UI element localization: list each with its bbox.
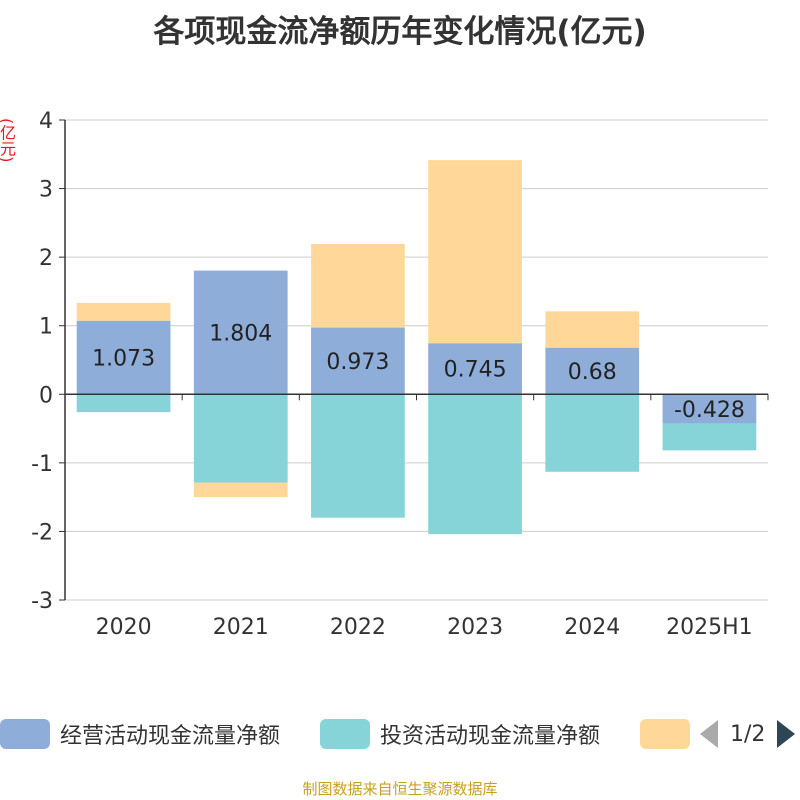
axis-layer: 4 3 2 1 0 -1 -2 -3 2020 2021 2022 2023 2024 2025H1 <box>31 109 769 640</box>
data-label: -0.428 <box>674 398 745 423</box>
bar-operating <box>76 320 171 395</box>
y-tick-label: -2 <box>31 520 53 545</box>
x-tick-label: 2022 <box>330 615 386 640</box>
legend-item-investing[interactable]: 投资活动现金流量净额 <box>320 712 600 756</box>
data-label: 0.745 <box>444 358 507 383</box>
x-tick-label: 2020 <box>96 615 152 640</box>
y-tick-label: 1 <box>39 315 53 340</box>
bar-operating <box>193 270 288 395</box>
x-tick-label: 2021 <box>213 615 269 640</box>
legend-item-operating[interactable]: 经营活动现金流量净额 <box>0 712 280 756</box>
bar-investing <box>76 394 171 413</box>
data-label: 1.073 <box>92 346 155 371</box>
bar-financing <box>428 160 522 344</box>
data-source-note: 制图数据来自恒生聚源数据库 <box>302 780 498 798</box>
y-tick-label: 2 <box>39 246 53 271</box>
y-tick-label: -3 <box>31 589 53 614</box>
bar-operating <box>662 394 757 424</box>
x-tick-label: 2024 <box>564 615 620 640</box>
legend-label-operating: 经营活动现金流量净额 <box>60 724 281 749</box>
bar-financing <box>76 302 171 321</box>
bar-investing <box>193 394 288 483</box>
x-tick-label: 2023 <box>447 615 503 640</box>
cashflow-bar-chart: 4 3 2 1 0 -1 -2 -3 2020 2021 2022 2023 2024 2025H1 1.… <box>31 109 769 640</box>
y-tick-label: 4 <box>39 109 53 134</box>
y-tick-label: 3 <box>39 178 53 203</box>
x-tick-label: 2025H1 <box>666 615 753 640</box>
legend-swatch-operating <box>0 719 50 749</box>
legend: 经营活动现金流量净额 投资活动现金流量净额 1/2 <box>0 712 800 756</box>
legend-page-indicator: 1/2 <box>730 721 766 747</box>
legend-pager: 1/2 <box>700 712 796 756</box>
y-tick-label: -1 <box>31 452 53 477</box>
bar-financing <box>311 243 405 328</box>
grid-layer <box>65 119 768 601</box>
bar-operating <box>428 343 522 395</box>
bar-investing <box>545 394 640 472</box>
y-tick-label: 0 <box>39 383 53 408</box>
bar-investing <box>428 394 522 535</box>
bar-layer <box>76 160 757 535</box>
bar-operating <box>545 347 640 395</box>
label-layer: 1.073 1.804 0.973 0.745 0.68 -0.428 <box>92 321 745 423</box>
bar-financing <box>545 311 640 348</box>
data-label: 0.973 <box>326 350 389 375</box>
bar-operating <box>311 327 405 395</box>
legend-prev-page-icon[interactable] <box>700 720 718 748</box>
data-label: 1.804 <box>209 321 272 346</box>
legend-swatch-investing <box>320 719 370 749</box>
legend-next-page-icon[interactable] <box>777 720 796 748</box>
data-label: 0.68 <box>568 360 617 385</box>
legend-item-financing[interactable] <box>640 712 700 756</box>
bar-investing <box>311 394 405 518</box>
y-axis-unit: (亿元) <box>0 118 16 163</box>
chart-title: 各项现金流净额历年变化情况(亿元) <box>153 14 647 50</box>
legend-label-investing: 投资活动现金流量净额 <box>380 724 601 749</box>
bar-financing <box>193 482 288 498</box>
bar-investing <box>662 423 757 451</box>
legend-swatch-financing <box>640 719 690 749</box>
